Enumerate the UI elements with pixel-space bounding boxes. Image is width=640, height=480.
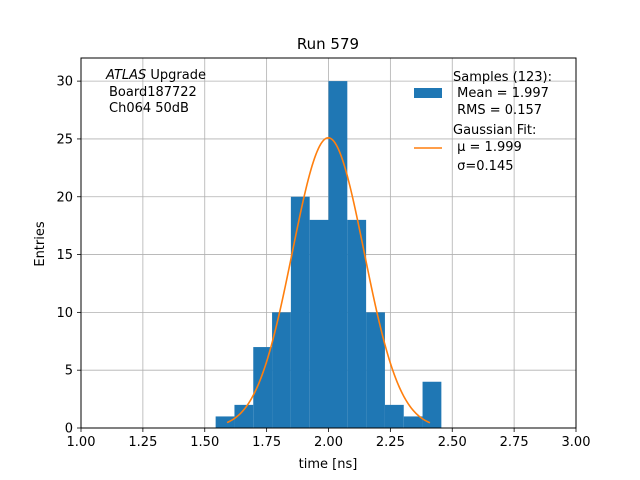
x-tick-label: 1.75 [252, 435, 281, 450]
x-tick-label: 2.50 [438, 435, 467, 450]
annotation-italic: ATLAS [105, 68, 146, 83]
y-axis-ticks: 0 5 10 15 20 25 30 [56, 75, 81, 437]
chart-title: Run 579 [297, 35, 359, 53]
legend-samples-swatch [414, 88, 442, 98]
legend-fit-line-1: Gaussian Fit: [453, 123, 536, 138]
x-axis-ticks: 1.00 1.25 1.50 1.75 2.00 2.25 2.50 2.75 3.00 [67, 428, 591, 450]
legend-samples-line-1: Samples (123): [453, 70, 552, 85]
x-tick-label: 2.25 [376, 435, 405, 450]
y-tick-label: 0 [65, 422, 73, 437]
histogram-bar [422, 381, 442, 428]
y-tick-label: 25 [56, 132, 73, 147]
x-tick-label: 1.00 [67, 435, 96, 450]
gaussian-fit-curve [226, 136, 431, 424]
y-tick-label: 20 [56, 190, 73, 205]
histogram-bar [253, 347, 273, 428]
y-tick-label: 15 [56, 248, 73, 263]
histogram-bar [215, 416, 235, 428]
histogram-bar [403, 416, 423, 428]
y-tick-label: 30 [56, 75, 73, 90]
annotation-line-1-rest: Upgrade [146, 68, 206, 83]
x-tick-label: 2.75 [500, 435, 529, 450]
histogram-bar [347, 219, 367, 428]
x-tick-label: 1.25 [128, 435, 157, 450]
legend: Samples (123): Mean = 1.997 RMS = 0.157 … [414, 70, 552, 174]
y-tick-label: 10 [56, 306, 73, 321]
y-axis-label: Entries [33, 221, 48, 267]
x-tick-label: 1.50 [190, 435, 219, 450]
histogram-bar [366, 312, 385, 428]
histogram-bar [272, 312, 291, 428]
histogram-bar [309, 219, 329, 428]
histogram-bar [290, 196, 310, 428]
annotation-line-3: Ch064 50dB [109, 101, 189, 116]
y-tick-label: 5 [65, 364, 73, 379]
histogram-bar [328, 81, 348, 428]
histogram-bar [234, 404, 254, 428]
x-tick-label: 2.00 [314, 435, 343, 450]
annotation-line-2: Board187722 [109, 85, 197, 100]
x-tick-label: 3.00 [562, 435, 591, 450]
annotation-line-1: ATLAS Upgrade [105, 68, 206, 83]
legend-fit-line-3: σ=0.145 [453, 159, 513, 174]
legend-samples-line-2: Mean = 1.997 [453, 86, 549, 101]
legend-samples-line-3: RMS = 0.157 [453, 103, 542, 118]
histogram-bar [384, 404, 404, 428]
legend-fit-line-2: μ = 1.999 [453, 140, 522, 155]
histogram-bars [215, 81, 442, 428]
x-axis-label: time [ns] [299, 457, 358, 472]
atlas-annotation: ATLAS Upgrade Board187722 Ch064 50dB [105, 68, 206, 116]
